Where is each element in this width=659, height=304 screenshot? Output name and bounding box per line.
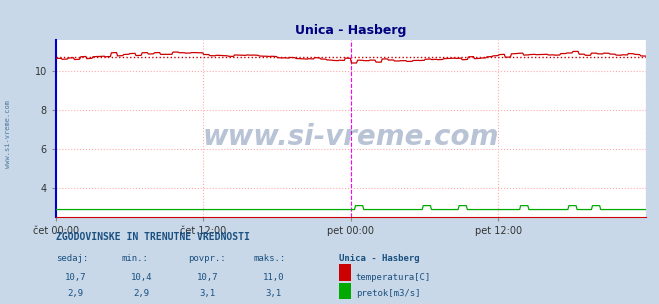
- Text: maks.:: maks.:: [254, 254, 286, 264]
- Text: 2,9: 2,9: [134, 289, 150, 299]
- Text: 3,1: 3,1: [266, 289, 281, 299]
- Text: temperatura[C]: temperatura[C]: [356, 273, 431, 282]
- Text: 2,9: 2,9: [68, 289, 84, 299]
- Title: Unica - Hasberg: Unica - Hasberg: [295, 24, 407, 37]
- Text: povpr.:: povpr.:: [188, 254, 225, 264]
- Text: 3,1: 3,1: [200, 289, 215, 299]
- Text: sedaj:: sedaj:: [56, 254, 88, 264]
- Text: www.si-vreme.com: www.si-vreme.com: [203, 123, 499, 151]
- Text: www.si-vreme.com: www.si-vreme.com: [5, 100, 11, 168]
- Text: 10,7: 10,7: [65, 273, 86, 282]
- Text: Unica - Hasberg: Unica - Hasberg: [339, 254, 420, 264]
- Text: 11,0: 11,0: [263, 273, 284, 282]
- Text: pretok[m3/s]: pretok[m3/s]: [356, 289, 420, 299]
- Text: 10,7: 10,7: [197, 273, 218, 282]
- Text: 10,4: 10,4: [131, 273, 152, 282]
- Text: min.:: min.:: [122, 254, 149, 264]
- Text: ZGODOVINSKE IN TRENUTNE VREDNOSTI: ZGODOVINSKE IN TRENUTNE VREDNOSTI: [56, 232, 250, 242]
